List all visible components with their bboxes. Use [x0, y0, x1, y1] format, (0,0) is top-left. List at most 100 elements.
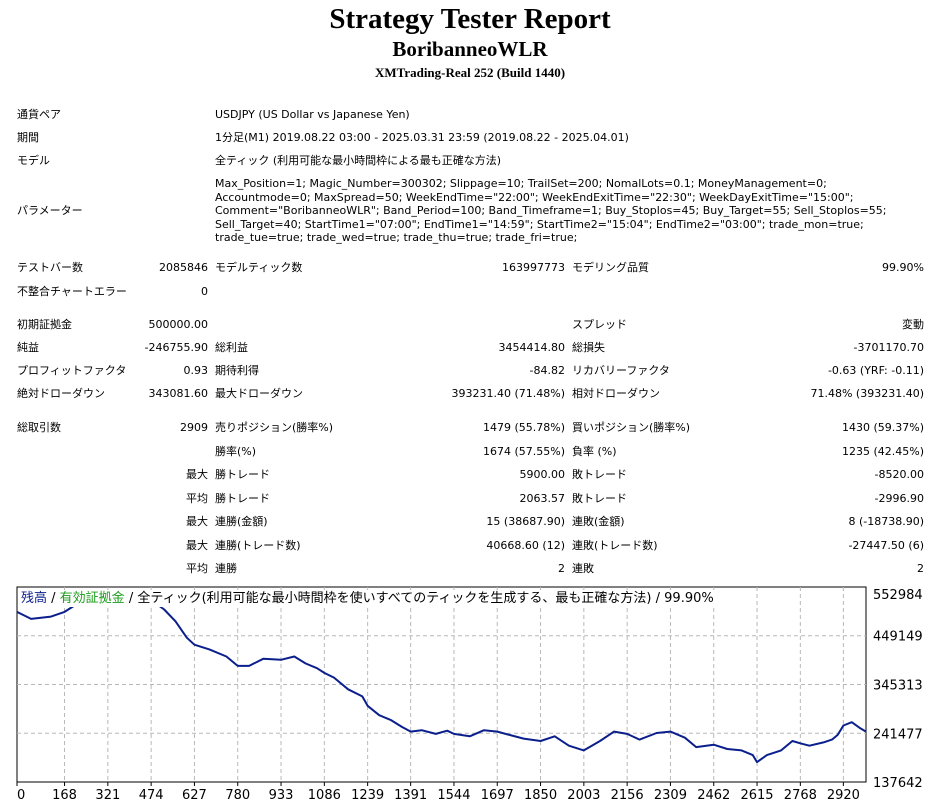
rel-dd-label: 相対ドローダウン: [572, 387, 660, 400]
x-tick-label: 2462: [697, 788, 730, 803]
short-label: 売りポジション(勝率%): [215, 421, 334, 434]
max-consec-row-label: 最大: [186, 515, 208, 528]
max-consec-win-label: 連勝(金額): [215, 515, 268, 528]
ticks-label: モデルティック数: [215, 261, 303, 274]
gross-loss-label: 総損失: [572, 341, 605, 354]
largest-loss-label: 敗トレード: [572, 468, 627, 481]
max-consec-amt-row-label: 最大: [186, 539, 208, 552]
max-consec-lossamt-value: -27447.50 (6): [848, 539, 924, 552]
recovery-label: リカバリーファクタ: [572, 364, 670, 377]
chart-balance-label: 残高: [21, 591, 48, 606]
deposit-label: 初期証拠金: [17, 318, 72, 331]
x-tick-label: 474: [139, 788, 164, 803]
largest-win-label: 勝トレード: [215, 468, 270, 481]
period-label: 期間: [17, 131, 39, 144]
chart-quality-text: 99.90%: [664, 591, 714, 606]
largest-win-value: 5900.00: [519, 468, 566, 481]
spread-label: スプレッド: [572, 318, 627, 331]
recovery-value: -0.63 (YRF: -0.11): [827, 364, 924, 377]
quality-label: モデリング品質: [572, 261, 649, 274]
chart-sep-3: /: [651, 591, 665, 606]
x-tick-label: 1850: [524, 788, 557, 803]
params-value: Max_Position=1; Magic_Number=300302; Sli…: [215, 177, 887, 244]
chart-model-text: 全ティック(利用可能な最小時間枠を使いすべてのティックを生成する、最も正確な方法…: [137, 591, 652, 606]
avg-loss-value: -2996.90: [874, 492, 924, 505]
gross-profit-label: 総利益: [215, 341, 248, 354]
y-tick-label: 241477: [873, 727, 923, 742]
abs-dd-value: 343081.60: [148, 387, 209, 400]
avg-win-label: 勝トレード: [215, 492, 270, 505]
chart-equity-label: 有効証拠金: [59, 591, 125, 606]
win-value: 1674 (57.55%): [482, 445, 565, 458]
quality-value: 99.90%: [882, 261, 924, 274]
avg-win-value: 2063.57: [519, 492, 566, 505]
max-consec-lossamt-label: 連敗(トレード数): [572, 539, 658, 552]
avg-consec-row-label: 平均: [186, 562, 208, 575]
x-tick-label: 2309: [654, 788, 687, 803]
balance-series-line: [16, 594, 867, 764]
pf-value: 0.93: [183, 364, 209, 377]
x-tick-label: 1086: [308, 788, 341, 803]
max-consec-profit-value: 40668.60 (12): [486, 539, 565, 552]
payoff-label: 期待利得: [215, 364, 259, 377]
expert-name: BoribanneoWLR: [392, 37, 548, 61]
long-label: 買いポジション(勝率%): [572, 421, 691, 434]
chart-title: 残高 / 有効証拠金 / 全ティック(利用可能な最小時間枠を使いすべてのティック…: [21, 590, 716, 607]
avg-consec-win-label: 連勝: [215, 562, 237, 575]
abs-dd-label: 絶対ドローダウン: [17, 387, 105, 400]
x-tick-label: 321: [95, 788, 120, 803]
net-label: 純益: [17, 341, 39, 354]
x-tick-label: 1697: [481, 788, 514, 803]
x-tick-label: 2003: [567, 788, 600, 803]
avg-loss-label: 敗トレード: [572, 492, 627, 505]
x-tick-label: 1239: [351, 788, 384, 803]
y-tick-label: 137642: [873, 776, 923, 791]
max-consec-loss-label: 連敗(金額): [572, 515, 625, 528]
max-dd-value: 393231.40 (71.48%): [451, 387, 565, 400]
y-tick-label: 552984: [873, 588, 923, 603]
model-label: モデル: [17, 154, 50, 167]
bars-value: 2085846: [159, 261, 208, 274]
average-row-label: 平均: [186, 492, 208, 505]
largest-loss-value: -8520.00: [874, 468, 924, 481]
pf-label: プロフィットファクタ: [17, 364, 127, 377]
avg-consec-loss-label: 連敗: [572, 562, 594, 575]
x-tick-label: 168: [52, 788, 77, 803]
short-value: 1479 (55.78%): [482, 421, 565, 434]
x-tick-label: 933: [269, 788, 294, 803]
params-label: パラメーター: [17, 204, 83, 217]
mismatch-value: 0: [201, 285, 208, 298]
x-tick-label: 2615: [740, 788, 773, 803]
chart-sep-2: /: [124, 591, 138, 606]
loss-value: 1235 (42.45%): [841, 445, 924, 458]
symbol-label: 通貨ペア: [17, 108, 61, 121]
build-info: XMTrading-Real 252 (Build 1440): [374, 65, 566, 80]
balance-chart: 552984 449149 345313 241477 137642 0 168 321 474…: [16, 586, 923, 803]
win-label: 勝率(%): [215, 445, 257, 458]
x-tick-label: 2920: [827, 788, 860, 803]
net-value: -246755.90: [144, 341, 208, 354]
x-tick-label: 2156: [611, 788, 644, 803]
payoff-value: -84.82: [529, 364, 565, 377]
avg-consec-loss-value: 2: [917, 562, 924, 575]
y-tick-label: 345313: [873, 679, 923, 694]
ticks-value: 163997773: [502, 261, 565, 274]
total-trades-label: 総取引数: [17, 421, 61, 434]
x-tick-label: 2768: [784, 788, 817, 803]
loss-label: 負率 (%): [572, 445, 617, 458]
long-value: 1430 (59.37%): [841, 421, 924, 434]
x-tick-label: 1391: [394, 788, 427, 803]
y-tick-label: 449149: [873, 630, 923, 645]
avg-consec-win-value: 2: [558, 562, 565, 575]
x-tick-label: 627: [182, 788, 207, 803]
gross-profit-value: 3454414.80: [498, 341, 565, 354]
symbol-value: USDJPY (US Dollar vs Japanese Yen): [215, 108, 410, 121]
report-title: Strategy Tester Report: [329, 3, 611, 35]
bars-label: テストバー数: [17, 261, 83, 274]
rel-dd-value: 71.48% (393231.40): [810, 387, 924, 400]
spread-value: 変動: [902, 318, 924, 331]
model-value: 全ティック (利用可能な最小時間枠による最も正確な方法): [215, 154, 502, 167]
max-consec-profit-label: 連勝(トレード数): [215, 539, 301, 552]
chart-sep-1: /: [47, 591, 60, 606]
max-dd-label: 最大ドローダウン: [215, 387, 303, 400]
